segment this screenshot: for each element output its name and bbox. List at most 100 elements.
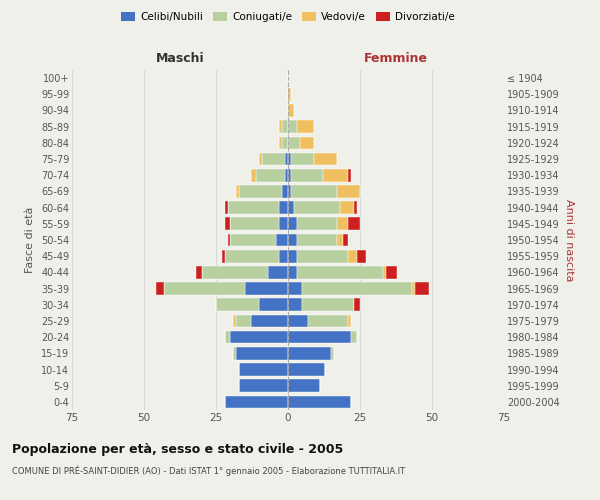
Bar [354,298,360,311]
Bar [299,136,314,149]
Bar [259,298,288,311]
Bar [216,298,259,311]
Bar [245,282,288,295]
Y-axis label: Fasce di età: Fasce di età [25,207,35,273]
Bar [412,282,415,295]
Bar [288,363,325,376]
Bar [288,169,291,181]
Bar [230,234,277,246]
Bar [233,314,236,328]
Text: Femmine: Femmine [364,52,428,65]
Bar [202,266,268,278]
Bar [337,218,349,230]
Bar [288,234,296,246]
Bar [288,202,294,214]
Bar [236,185,239,198]
Bar [288,152,291,166]
Bar [288,380,320,392]
Bar [357,250,366,262]
Bar [236,347,288,360]
Bar [262,152,285,166]
Bar [331,347,334,360]
Bar [259,152,262,166]
Bar [288,347,331,360]
Bar [296,266,383,278]
Bar [280,250,288,262]
Bar [349,314,352,328]
Y-axis label: Anni di nascita: Anni di nascita [563,198,574,281]
Bar [227,234,230,246]
Bar [236,314,251,328]
Bar [164,282,245,295]
Bar [288,314,308,328]
Text: Maschi: Maschi [155,52,205,65]
Bar [415,282,429,295]
Bar [296,120,314,133]
Bar [386,266,397,278]
Bar [285,169,288,181]
Legend: Celibi/Nubili, Coniugati/e, Vedovi/e, Divorziati/e: Celibi/Nubili, Coniugati/e, Vedovi/e, Di… [117,8,459,26]
Bar [349,250,357,262]
Bar [230,218,280,230]
Bar [239,363,288,376]
Bar [288,250,296,262]
Bar [288,136,299,149]
Bar [288,88,291,101]
Bar [288,120,296,133]
Bar [340,202,354,214]
Bar [291,185,337,198]
Bar [296,250,349,262]
Bar [291,152,314,166]
Bar [296,218,337,230]
Bar [155,282,164,295]
Bar [256,169,285,181]
Bar [196,266,202,278]
Bar [383,266,386,278]
Bar [233,347,236,360]
Bar [251,169,256,181]
Bar [343,234,349,246]
Bar [288,185,291,198]
Bar [280,120,282,133]
Bar [224,218,230,230]
Bar [251,314,288,328]
Bar [280,136,282,149]
Bar [337,185,360,198]
Bar [288,104,294,117]
Text: COMUNE DI PRÉ-SAINT-DIDIER (AO) - Dati ISTAT 1° gennaio 2005 - Elaborazione TUTT: COMUNE DI PRÉ-SAINT-DIDIER (AO) - Dati I… [12,466,405,476]
Bar [277,234,288,246]
Bar [285,152,288,166]
Bar [239,185,282,198]
Bar [227,202,280,214]
Bar [349,169,352,181]
Bar [282,136,288,149]
Bar [280,202,288,214]
Bar [288,282,302,295]
Bar [323,169,349,181]
Bar [222,250,224,262]
Bar [288,218,296,230]
Bar [288,266,296,278]
Bar [268,266,288,278]
Bar [288,396,352,408]
Bar [294,202,340,214]
Bar [288,298,302,311]
Bar [302,282,412,295]
Bar [302,298,354,311]
Bar [349,218,360,230]
Bar [224,250,280,262]
Bar [352,331,357,344]
Bar [280,218,288,230]
Text: Popolazione per età, sesso e stato civile - 2005: Popolazione per età, sesso e stato civil… [12,442,343,456]
Bar [354,202,357,214]
Bar [288,331,352,344]
Bar [282,120,288,133]
Bar [296,234,337,246]
Bar [291,169,323,181]
Bar [230,331,288,344]
Bar [337,234,343,246]
Bar [308,314,349,328]
Bar [239,380,288,392]
Bar [224,331,230,344]
Bar [224,396,288,408]
